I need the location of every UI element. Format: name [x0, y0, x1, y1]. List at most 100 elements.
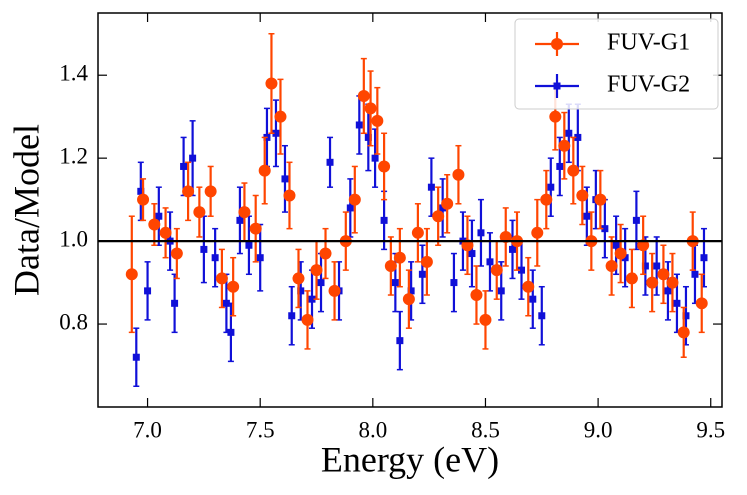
marker [657, 268, 670, 281]
y-axis-label: Data/Model [6, 124, 46, 296]
marker [326, 158, 334, 166]
marker [637, 239, 650, 252]
marker [486, 258, 494, 266]
marker [319, 247, 332, 260]
marker [308, 295, 316, 303]
marker [594, 193, 607, 206]
marker [193, 206, 206, 219]
marker [673, 299, 681, 307]
marker [371, 154, 379, 162]
marker [402, 293, 415, 306]
marker [695, 297, 708, 310]
marker [281, 175, 289, 183]
marker [348, 193, 361, 206]
marker [215, 272, 228, 285]
legend-marker [551, 38, 563, 50]
marker [558, 139, 571, 152]
marker [565, 129, 573, 137]
marker [407, 287, 415, 295]
marker [378, 160, 391, 173]
marker [556, 162, 564, 170]
marker [180, 162, 188, 170]
marker [301, 313, 314, 326]
marker [538, 312, 546, 320]
marker [461, 239, 474, 252]
marker [258, 164, 271, 177]
marker [393, 251, 406, 264]
marker [200, 245, 208, 253]
marker [470, 289, 483, 302]
marker [479, 313, 492, 326]
marker [574, 133, 582, 141]
marker [576, 189, 589, 202]
marker [691, 270, 699, 278]
marker [265, 77, 278, 90]
x-tick-label: 8.0 [358, 417, 387, 442]
y-tick-label: 1.4 [59, 60, 88, 85]
marker [238, 206, 251, 219]
marker [621, 254, 629, 262]
marker [666, 276, 679, 289]
marker [204, 185, 217, 198]
marker [439, 204, 447, 212]
y-tick-label: 0.8 [59, 309, 88, 334]
marker [641, 262, 649, 270]
marker [189, 154, 197, 162]
marker [364, 133, 372, 141]
marker [288, 312, 296, 320]
marker [625, 272, 638, 285]
legend-label: FUV-G1 [607, 30, 690, 56]
marker [522, 280, 535, 293]
marker [432, 210, 445, 223]
marker [614, 247, 627, 260]
marker [452, 168, 465, 181]
marker [700, 254, 708, 262]
marker [371, 114, 384, 127]
marker [292, 272, 305, 285]
legend-label: FUV-G2 [607, 72, 690, 98]
marker [310, 264, 323, 277]
marker [420, 255, 433, 268]
marker [182, 185, 195, 198]
legend-marker [553, 82, 561, 90]
marker [646, 276, 659, 289]
marker [148, 218, 161, 231]
marker [497, 287, 505, 295]
marker [170, 247, 183, 260]
marker [411, 226, 424, 239]
marker [490, 264, 503, 277]
marker [427, 183, 435, 191]
marker [132, 353, 140, 361]
marker [249, 222, 262, 235]
x-tick-label: 7.0 [133, 417, 162, 442]
x-tick-label: 9.5 [696, 417, 725, 442]
marker [450, 279, 458, 287]
marker [508, 245, 516, 253]
marker [328, 284, 341, 297]
y-tick-label: 1.0 [59, 226, 88, 251]
marker [283, 189, 296, 202]
marker [171, 299, 179, 307]
marker [346, 204, 354, 212]
x-axis-label: Energy (eV) [321, 439, 499, 479]
marker [612, 241, 620, 249]
marker [317, 279, 325, 287]
marker [677, 326, 690, 339]
marker [605, 259, 618, 272]
marker [159, 226, 172, 239]
x-tick-label: 7.5 [246, 417, 275, 442]
marker [468, 250, 476, 258]
marker [682, 312, 690, 320]
marker [125, 268, 138, 281]
marker [529, 295, 537, 303]
marker [245, 241, 253, 249]
marker [477, 229, 485, 237]
marker [384, 259, 397, 272]
marker [380, 216, 388, 224]
marker [227, 328, 235, 336]
x-tick-label: 8.5 [471, 417, 500, 442]
x-tick-label: 9.0 [584, 417, 613, 442]
plot-frame [97, 12, 723, 408]
marker [236, 216, 244, 224]
